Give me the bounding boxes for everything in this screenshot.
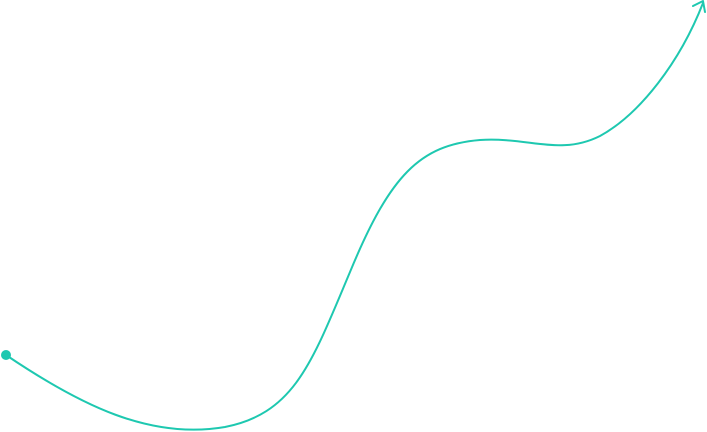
arrow-head-icon (692, 0, 706, 13)
curve-line (5, 2, 704, 431)
